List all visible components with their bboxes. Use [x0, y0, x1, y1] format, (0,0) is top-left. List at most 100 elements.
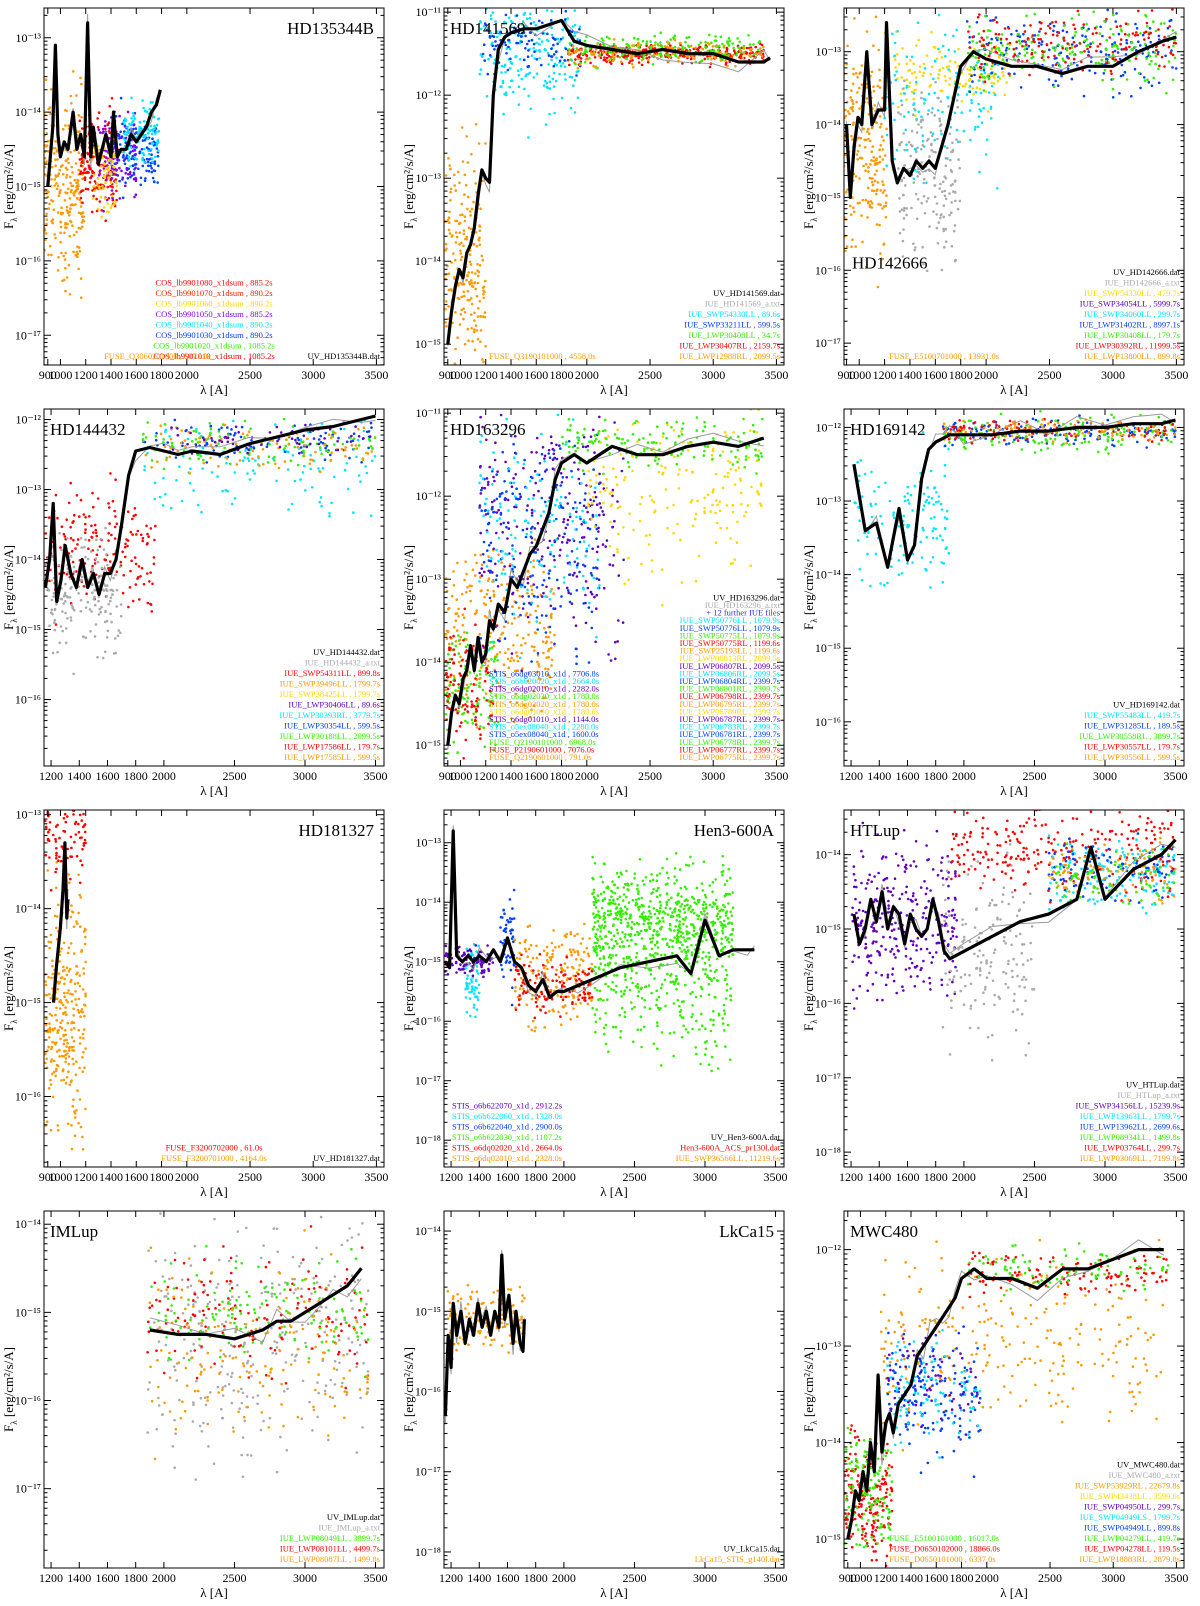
data-point [73, 608, 76, 612]
data-point [487, 555, 491, 558]
data-point [146, 421, 149, 424]
data-point [955, 28, 958, 32]
data-point [461, 213, 464, 216]
data-point [123, 132, 126, 135]
x-axis-label: λ [A] [200, 382, 228, 397]
data-point [1139, 44, 1142, 47]
data-point [487, 57, 490, 61]
data-point [536, 660, 539, 664]
data-point [914, 192, 918, 196]
data-point [176, 427, 179, 430]
data-point [67, 263, 71, 267]
data-point [296, 463, 300, 467]
data-point [260, 443, 263, 447]
data-point [107, 169, 110, 172]
data-point [446, 607, 450, 611]
data-point [465, 235, 469, 239]
data-point [1065, 46, 1069, 50]
data-point [72, 538, 75, 542]
data-point [657, 43, 660, 47]
data-point [517, 103, 521, 106]
data-point [1072, 23, 1075, 27]
data-point [209, 443, 213, 447]
data-point [325, 444, 329, 448]
data-point [544, 635, 548, 639]
data-point [65, 518, 68, 521]
data-point [1056, 34, 1059, 37]
data-point [365, 471, 369, 475]
data-point [116, 132, 119, 136]
data-point [54, 158, 57, 162]
data-point [982, 44, 986, 48]
data-point [500, 71, 503, 74]
data-point [63, 591, 67, 595]
data-point [870, 202, 874, 205]
data-point [878, 68, 881, 72]
data-point [479, 553, 483, 557]
data-point [1053, 57, 1057, 60]
data-point [639, 43, 642, 47]
data-point [651, 63, 655, 66]
data-point [610, 51, 613, 54]
data-point [982, 38, 985, 42]
data-point [920, 96, 923, 100]
data-point [249, 447, 253, 451]
data-point [649, 40, 652, 43]
data-point [69, 181, 72, 185]
data-point [138, 598, 141, 601]
data-point [1147, 32, 1151, 36]
data-point [79, 76, 82, 80]
data-point [1118, 92, 1121, 95]
data-point [360, 461, 363, 464]
data-point [109, 612, 112, 616]
data-point [482, 296, 485, 300]
data-point [532, 689, 535, 693]
data-point [881, 191, 885, 194]
data-point [1095, 31, 1098, 35]
data-point [1159, 22, 1163, 25]
data-point [91, 491, 94, 495]
data-point [1114, 58, 1117, 61]
data-point [694, 46, 697, 49]
data-point [721, 42, 724, 46]
data-point [1171, 8, 1174, 11]
data-point [913, 147, 917, 151]
data-point [980, 121, 984, 124]
data-point [902, 209, 906, 212]
data-point [882, 243, 885, 246]
data-point [1104, 53, 1108, 56]
data-point [941, 66, 945, 70]
data-point [761, 52, 765, 56]
data-point [483, 595, 486, 599]
data-point [967, 79, 971, 82]
data-point [752, 43, 755, 46]
data-point [152, 562, 156, 566]
data-point [104, 127, 107, 131]
data-point [552, 85, 556, 88]
data-point [1031, 34, 1035, 37]
data-point [454, 241, 458, 244]
data-point [546, 667, 550, 671]
data-point [908, 85, 911, 88]
data-point [864, 162, 868, 166]
data-point [53, 152, 56, 155]
data-point [253, 472, 256, 475]
data-point [352, 437, 356, 441]
data-point [869, 200, 873, 203]
data-point [499, 684, 503, 688]
x-tick-label: 3500 [764, 368, 788, 382]
data-point [114, 200, 117, 204]
data-point [858, 72, 861, 75]
data-point [564, 47, 568, 51]
data-point [912, 103, 915, 106]
data-point [333, 475, 336, 479]
data-point [1149, 40, 1152, 44]
data-point [855, 100, 858, 104]
data-point [546, 673, 549, 676]
data-point [52, 208, 56, 211]
data-point [329, 436, 333, 440]
data-point [1152, 76, 1155, 80]
data-point [937, 221, 941, 224]
data-point [943, 189, 947, 193]
data-point [651, 44, 654, 48]
